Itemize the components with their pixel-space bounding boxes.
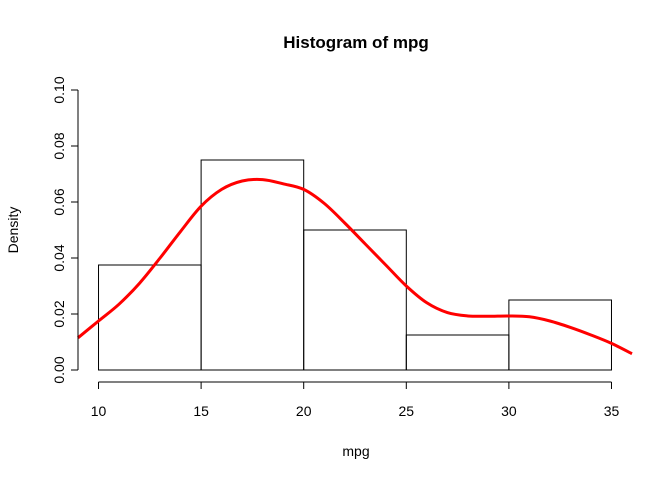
x-axis: 10 15 20 25 30 35 <box>91 381 620 419</box>
x-axis-label: mpg <box>342 443 369 459</box>
y-tick-label: 0.00 <box>51 356 67 383</box>
histogram-bars <box>98 159 612 371</box>
chart-title: Histogram of mpg <box>283 33 428 52</box>
histogram-bar-4 <box>405 334 510 371</box>
x-tick-label: 10 <box>91 403 107 419</box>
density-curve <box>77 177 633 356</box>
y-tick-label: 0.02 <box>51 300 67 327</box>
x-tick-label: 20 <box>296 403 312 419</box>
histogram-bar-3 <box>303 229 407 371</box>
x-tick-label: 25 <box>399 403 415 419</box>
x-tick-label: 35 <box>604 403 620 419</box>
y-tick-label: 0.10 <box>51 76 67 103</box>
y-axis-label: Density <box>5 207 21 254</box>
x-tick-label: 15 <box>193 403 209 419</box>
y-axis: 0.00 0.02 0.04 0.06 0.08 0.10 <box>51 76 79 384</box>
y-tick-label: 0.06 <box>51 188 67 215</box>
y-tick-label: 0.04 <box>51 244 67 271</box>
histogram-bar-5 <box>508 299 612 371</box>
x-tick-label: 30 <box>501 403 517 419</box>
histogram-bar-1 <box>98 264 202 371</box>
y-tick-label: 0.08 <box>51 132 67 159</box>
